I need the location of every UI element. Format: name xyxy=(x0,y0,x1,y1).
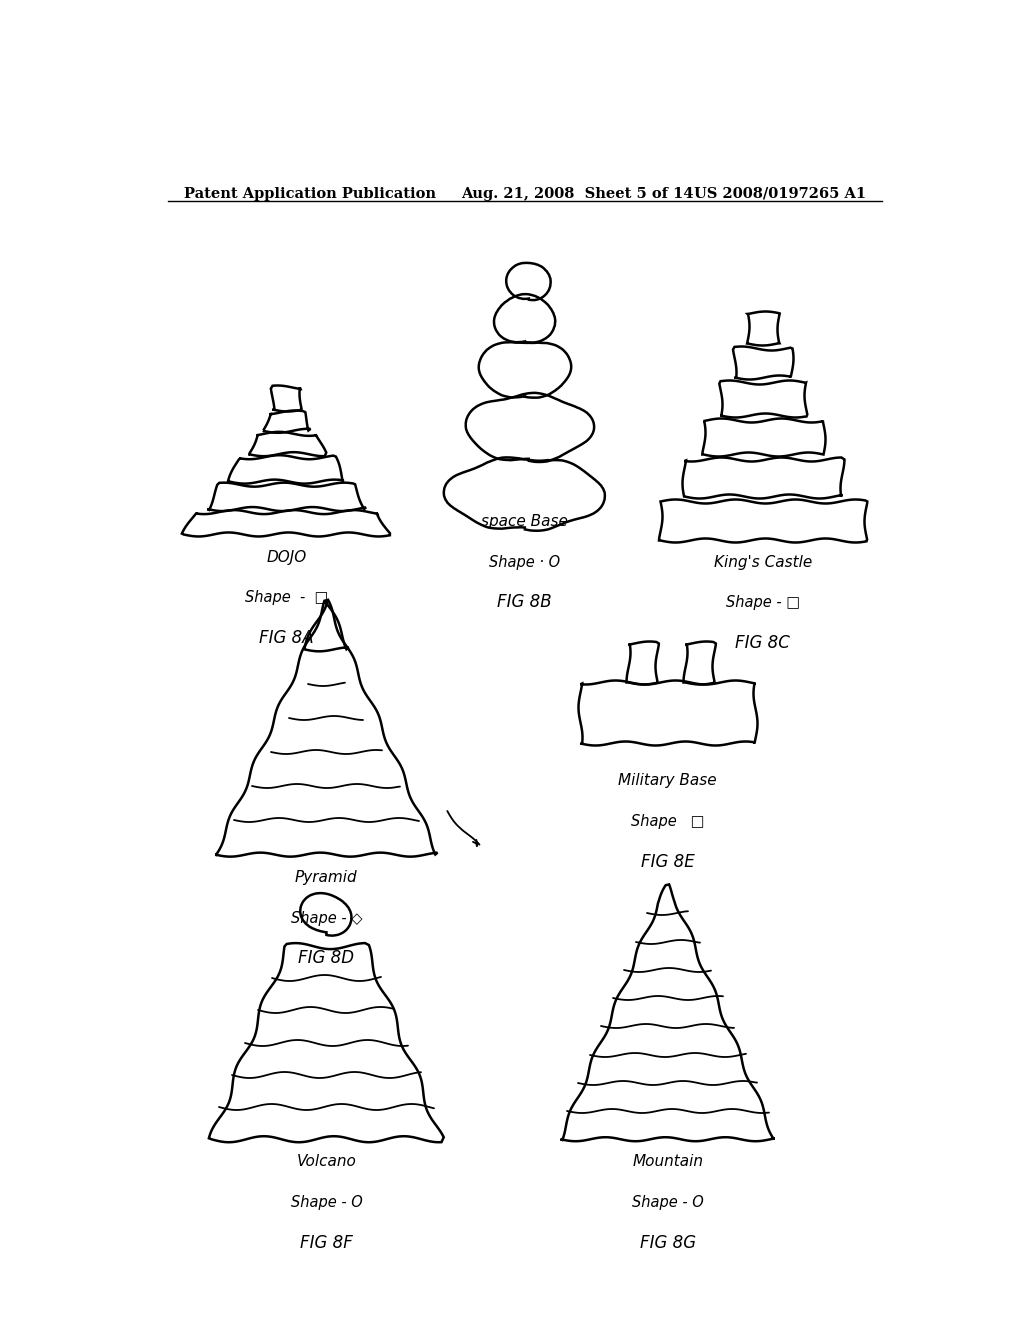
Text: Aug. 21, 2008  Sheet 5 of 14: Aug. 21, 2008 Sheet 5 of 14 xyxy=(461,187,694,201)
Text: FIG 8A: FIG 8A xyxy=(259,630,314,647)
Text: King's Castle: King's Castle xyxy=(714,554,812,570)
Text: FIG 8B: FIG 8B xyxy=(498,594,552,611)
Text: Shape · O: Shape · O xyxy=(489,554,560,570)
Text: Shape - ◇: Shape - ◇ xyxy=(291,911,362,925)
Text: FIG 8D: FIG 8D xyxy=(298,949,354,968)
Text: Shape - O: Shape - O xyxy=(291,1195,362,1210)
Text: Shape  -  □: Shape - □ xyxy=(245,590,329,606)
Text: Shape   □: Shape □ xyxy=(631,814,705,829)
Text: US 2008/0197265 A1: US 2008/0197265 A1 xyxy=(694,187,866,201)
Text: DOJO: DOJO xyxy=(266,549,307,565)
Text: Patent Application Publication: Patent Application Publication xyxy=(183,187,435,201)
Text: Pyramid: Pyramid xyxy=(295,870,357,884)
Text: Mountain: Mountain xyxy=(632,1155,703,1170)
Text: FIG 8G: FIG 8G xyxy=(640,1234,695,1251)
Text: Shape - □: Shape - □ xyxy=(726,595,800,610)
Text: FIG 8E: FIG 8E xyxy=(641,853,694,871)
Text: FIG 8F: FIG 8F xyxy=(300,1234,353,1251)
Text: Shape - O: Shape - O xyxy=(632,1195,703,1210)
Text: FIG 8C: FIG 8C xyxy=(735,634,791,652)
Text: Volcano: Volcano xyxy=(297,1155,356,1170)
Text: space Base: space Base xyxy=(481,515,568,529)
Text: Military Base: Military Base xyxy=(618,774,717,788)
